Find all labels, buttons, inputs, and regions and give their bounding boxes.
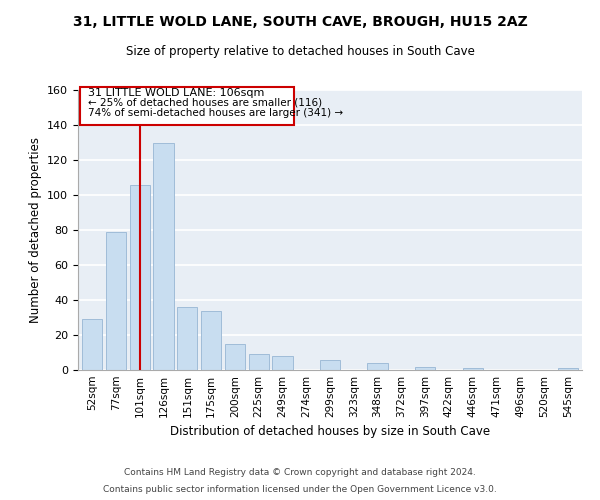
Bar (106, 232, 126, 370)
Bar (201, 310, 221, 370)
Text: 74% of semi-detached houses are larger (341) →: 74% of semi-detached houses are larger (… (88, 108, 343, 118)
Bar (557, 368, 578, 370)
Bar (463, 368, 483, 370)
Bar (154, 142, 173, 370)
Bar (320, 360, 340, 370)
Text: ← 25% of detached houses are smaller (116): ← 25% of detached houses are smaller (11… (88, 98, 322, 108)
Bar (80, 86, 295, 125)
Text: Contains public sector information licensed under the Open Government Licence v3: Contains public sector information licen… (103, 484, 497, 494)
Bar (130, 184, 150, 370)
Bar (367, 363, 388, 370)
Text: 31, LITTLE WOLD LANE, SOUTH CAVE, BROUGH, HU15 2AZ: 31, LITTLE WOLD LANE, SOUTH CAVE, BROUGH… (73, 15, 527, 29)
Bar (272, 356, 293, 370)
Text: Contains HM Land Registry data © Crown copyright and database right 2024.: Contains HM Land Registry data © Crown c… (124, 468, 476, 477)
Text: 31 LITTLE WOLD LANE: 106sqm: 31 LITTLE WOLD LANE: 106sqm (88, 88, 264, 98)
Y-axis label: Number of detached properties: Number of detached properties (29, 137, 41, 323)
Bar (248, 354, 269, 370)
Bar (82, 320, 103, 370)
Bar (177, 307, 197, 370)
Bar (415, 366, 435, 370)
X-axis label: Distribution of detached houses by size in South Cave: Distribution of detached houses by size … (170, 426, 490, 438)
Text: Size of property relative to detached houses in South Cave: Size of property relative to detached ho… (125, 45, 475, 58)
Bar (225, 344, 245, 370)
